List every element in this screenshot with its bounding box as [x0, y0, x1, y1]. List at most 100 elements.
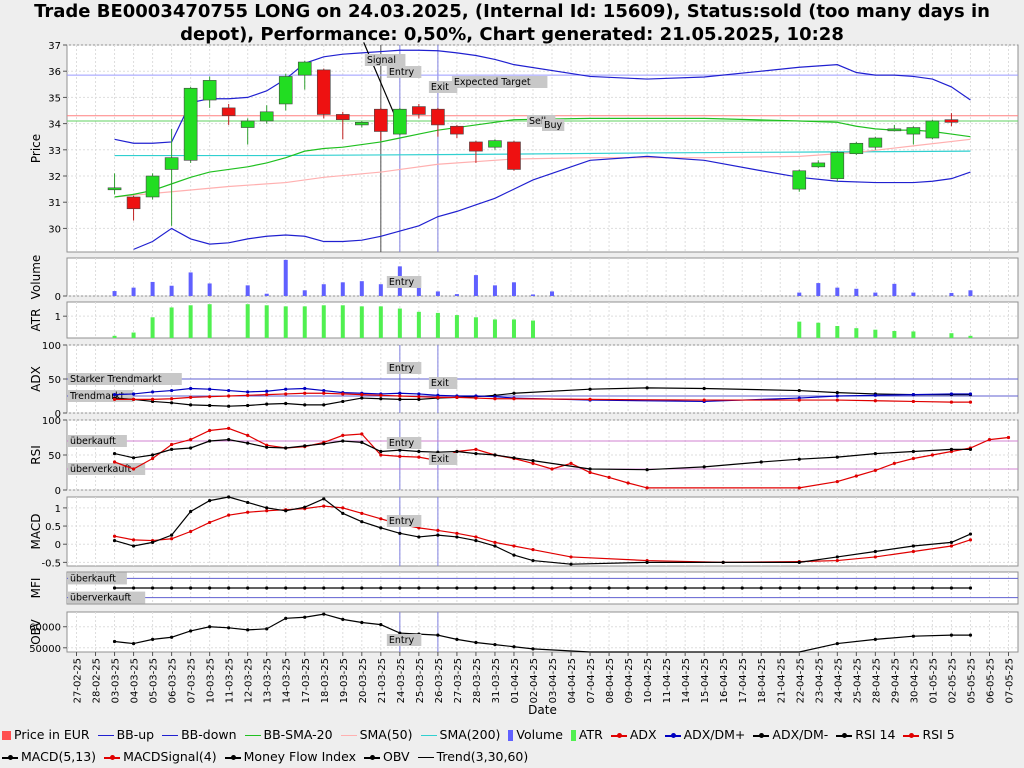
macd-line-point [150, 540, 155, 544]
rsi14-line-point [170, 447, 174, 451]
macd-line-point [398, 531, 402, 535]
adx-line-point [474, 396, 478, 400]
adx-dm-plus-line-point [112, 393, 117, 397]
adx-line-point [246, 393, 250, 397]
mfi-line-point [531, 586, 535, 590]
rsi-exit-label-bg [428, 453, 458, 465]
obv-line-point [360, 620, 364, 625]
rsi-tick-label: 50 [48, 451, 61, 462]
rsi-tick-label: 0 [55, 486, 61, 497]
mfi-line-point [911, 586, 915, 590]
obv-line-point [474, 640, 478, 645]
x-tick-label: 26-03-25 [434, 658, 445, 703]
volume-bar [835, 287, 840, 296]
rsi14-line-point [265, 445, 269, 449]
adx-line-point [911, 399, 915, 404]
macd-signal-line-point [112, 534, 117, 538]
rsi14-line-point [189, 446, 193, 450]
rsi5-line-point [1006, 435, 1011, 440]
mfi-line-point [854, 586, 858, 590]
macd-signal-line-point [360, 511, 364, 515]
rsi5-line-point [930, 453, 935, 457]
adx-line-point [702, 398, 706, 402]
macd-line-point [265, 506, 269, 510]
bb-sma20-line [114, 117, 971, 198]
adx-line [114, 392, 971, 403]
mfi-line-point [246, 586, 250, 590]
macd-signal-line-point [835, 558, 839, 563]
macd-signal-line-point [512, 544, 516, 548]
candle-body [925, 120, 940, 139]
atr-bar [454, 315, 459, 338]
macd-entry-label: Entry [389, 516, 415, 527]
atr-bar [435, 312, 440, 338]
atr-bar [492, 319, 497, 338]
adx-line-point [265, 393, 269, 397]
atr-bar [245, 304, 250, 338]
macd-tick-label: 1 [55, 504, 61, 515]
candle-body [355, 121, 369, 126]
rsi14-line-point [417, 449, 421, 454]
rsi14-line-point [150, 453, 155, 457]
macd-signal-line-point [417, 526, 421, 530]
rsi5-line-point [150, 456, 155, 461]
macd-line-point [455, 535, 459, 539]
adx-dm-plus-line-point [265, 389, 269, 393]
legend-item: ADX [610, 724, 657, 746]
adx-line-point [360, 393, 364, 397]
legend-marker [162, 734, 179, 737]
mfi-line-point [150, 586, 155, 590]
mfi-line-point [778, 586, 782, 590]
adx-line-point [341, 392, 345, 396]
macd-signal-line-point [873, 555, 877, 559]
macd-line-point [531, 558, 535, 563]
macd-line-point [208, 499, 212, 503]
rsi5-line-point [227, 426, 231, 430]
x-tick-label: 21-03-25 [377, 658, 388, 703]
rsi14-line-point [112, 452, 117, 456]
atr-bar [264, 305, 269, 338]
volume-bar [550, 291, 555, 296]
rsi5-line-point [360, 432, 364, 436]
obv-axis-label: OBV [29, 618, 43, 644]
legend-item: OBV [363, 746, 410, 768]
x-tick-label: 30-04-25 [909, 658, 920, 703]
atr-bar [949, 333, 954, 338]
entry-label-bg [386, 66, 422, 78]
macd-signal-line-point [455, 531, 459, 535]
mfi-line-point [797, 586, 801, 590]
volume-bar [454, 294, 459, 296]
candle-body [431, 108, 445, 126]
macd-line-point [911, 544, 915, 548]
x-tick-label: 11-04-25 [662, 658, 673, 703]
legend-label: MACD(5,13) [21, 749, 97, 764]
adx-dm-plus-line-point [968, 392, 973, 396]
rsi14-line-point [131, 456, 136, 460]
x-tick-label: 13-03-25 [263, 658, 274, 703]
mfi-line-point [702, 586, 706, 590]
adx-dm-minus-line-point [797, 388, 801, 393]
rsi14-line-point [493, 453, 497, 457]
mfi-line-point [303, 586, 307, 590]
volume-tick-label: 0 [55, 292, 61, 303]
legend-label: ADX [629, 727, 657, 742]
expected-target-label: Expected Target [454, 77, 531, 88]
atr-bar [873, 329, 878, 338]
volume-bar [321, 284, 326, 296]
legend-label: Price in EUR [14, 727, 90, 742]
adx-exit-label: Exit [431, 378, 449, 389]
volume-bar [169, 285, 174, 296]
exit-label-bg [428, 81, 458, 93]
adx-dm-minus-line-point [170, 401, 174, 405]
legend-label: BB-down [181, 727, 237, 742]
mfi-line-point [131, 586, 136, 590]
macd-signal-line-point [911, 549, 915, 554]
obv-panel [66, 611, 1019, 653]
macd-line-point [170, 533, 174, 537]
atr-bar [797, 321, 802, 338]
rsi-exit-label: Exit [431, 454, 449, 465]
macd-signal-line-point [189, 529, 193, 534]
legend-item: Trend(3,30,60) [417, 746, 528, 768]
macd-axis-label: MACD [29, 514, 43, 550]
macd-signal-line-point [208, 520, 212, 525]
